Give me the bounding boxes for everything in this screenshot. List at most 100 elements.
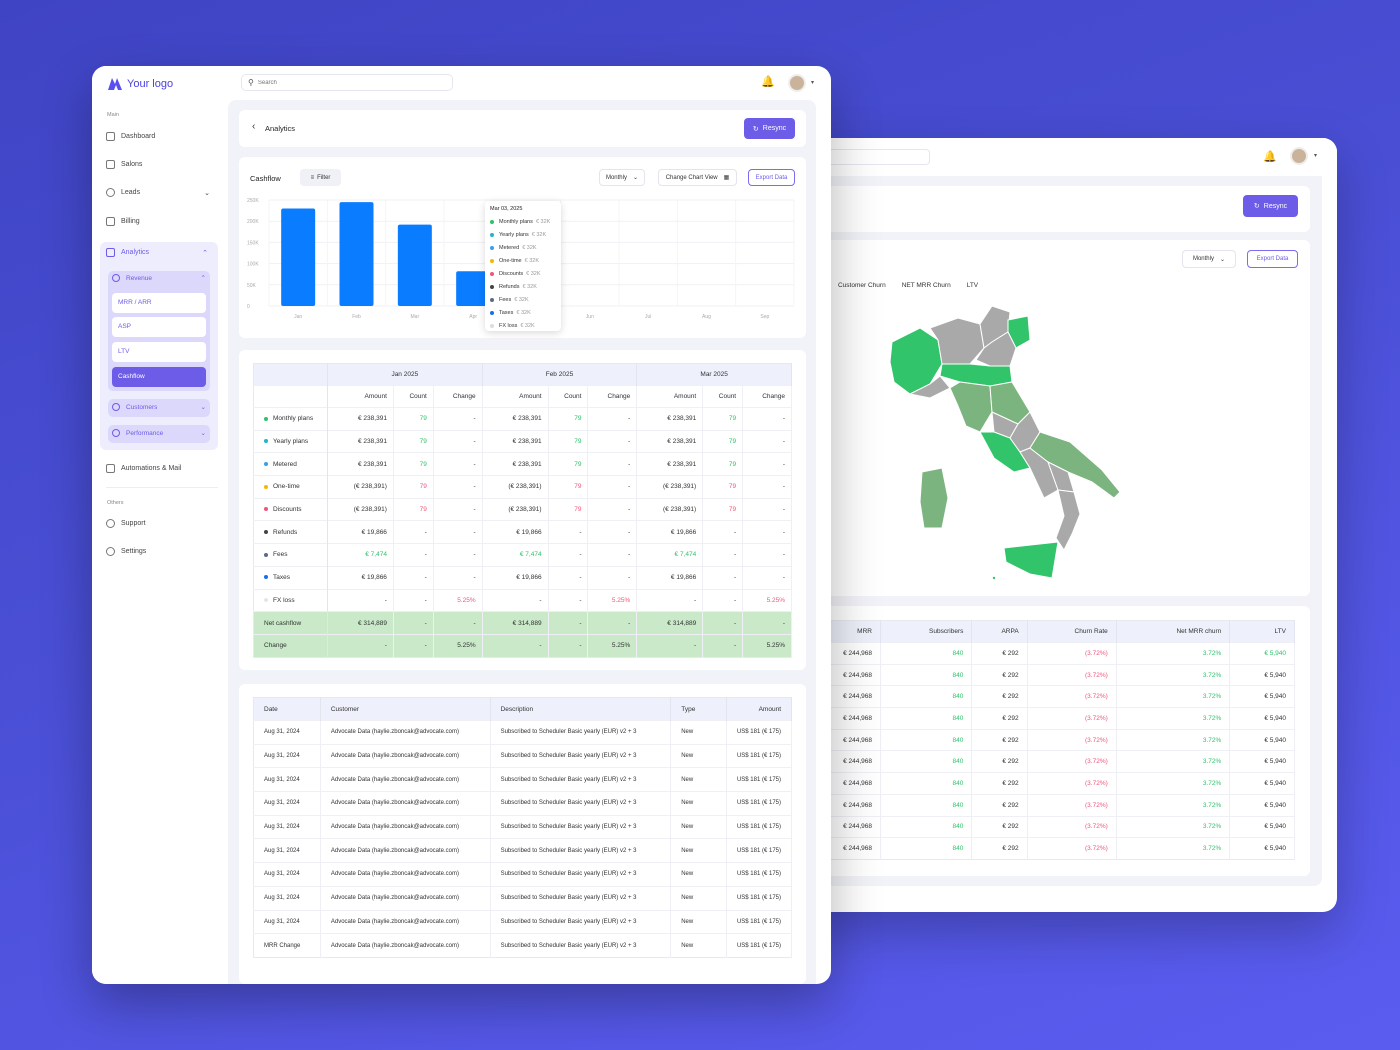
filter-button[interactable]: ≡ Filter xyxy=(300,169,341,186)
region-emilia[interactable] xyxy=(939,363,1013,387)
table-cell: New xyxy=(670,862,727,887)
table-row[interactable]: Aug 31, 2024 Advocate Data (haylie.zbonca… xyxy=(253,862,793,887)
sidebar-item-salons[interactable]: Salons xyxy=(106,160,142,169)
change-chart-view-button[interactable]: Change Chart View ▦ xyxy=(658,169,737,186)
sidebar-item-support[interactable]: Support xyxy=(106,519,146,528)
sidebar-item-revenue[interactable]: Revenue ⌃ xyxy=(112,274,206,282)
region-puglia[interactable] xyxy=(1029,431,1121,499)
table-row[interactable]: Aug 31, 2024 Advocate Data (haylie.zbonca… xyxy=(253,910,793,934)
sidebar-subitem-ltv[interactable]: LTV xyxy=(112,342,206,362)
region-friuli[interactable] xyxy=(1007,315,1031,349)
sidebar-item-leads[interactable]: Leads ⌄ xyxy=(106,188,210,197)
table-cell: New xyxy=(670,744,727,768)
region-calabria[interactable] xyxy=(1055,489,1081,551)
sidebar-item-customers[interactable]: Customers ⌄ xyxy=(112,403,206,411)
resync-label: Resync xyxy=(762,125,787,132)
bell-icon[interactable]: 🔔 xyxy=(761,76,775,88)
table-cell: Aug 31, 2024 xyxy=(253,767,321,792)
avatar[interactable] xyxy=(1290,147,1308,165)
region-lombardia[interactable] xyxy=(929,317,985,365)
table-cell: € 19,866 xyxy=(327,566,394,589)
table-row[interactable]: € 244,968 840 € 292 (3.72%) 3.72% € 5,940 xyxy=(800,729,1295,751)
sidebar-item-billing[interactable]: Billing xyxy=(106,217,140,226)
table-row[interactable]: € 244,968 840 € 292 (3.72%) 3.72% € 5,940 xyxy=(800,685,1295,708)
legend-dot xyxy=(264,507,268,512)
table-row[interactable]: € 244,968 840 € 292 (3.72%) 3.72% € 5,940 xyxy=(800,707,1295,730)
table-row[interactable]: € 244,968 840 € 292 (3.72%) 3.72% € 5,940 xyxy=(800,772,1295,795)
sidebar-item-performance[interactable]: Performance ⌄ xyxy=(112,429,206,437)
table-row[interactable]: Fees € 7,474- - € 7,474- - € 7,474- - xyxy=(253,543,792,567)
tab-ltv[interactable]: LTV xyxy=(966,282,979,289)
region-liguria[interactable] xyxy=(908,375,951,399)
bar[interactable] xyxy=(397,224,432,306)
table-row[interactable]: € 244,968 840 € 292 (3.72%) 3.72% € 5,940 xyxy=(800,664,1295,686)
sidebar-subitem-asp[interactable]: ASP xyxy=(112,317,206,337)
refresh-icon: ↻ xyxy=(752,125,759,133)
sidebar-item-settings[interactable]: Settings xyxy=(106,547,146,556)
sidebar-item-dashboard[interactable]: Dashboard xyxy=(106,132,155,141)
table-row[interactable]: MRR Change Advocate Data (haylie.zboncak@… xyxy=(253,933,793,958)
table-row[interactable]: Aug 31, 2024 Advocate Data (haylie.zbonca… xyxy=(253,791,793,816)
bar[interactable] xyxy=(339,202,374,306)
cashflow-table-card: Jan 2025 Feb 2025 Mar 2025 Amount Count Chang… xyxy=(239,350,806,670)
bell-icon[interactable]: 🔔 xyxy=(1263,151,1277,163)
sidebar-subitem-cashflow[interactable]: Cashflow xyxy=(112,367,206,387)
table-row[interactable]: € 244,968 840 € 292 (3.72%) 3.72% € 5,940 xyxy=(800,642,1295,665)
table-cell: € 314,889 xyxy=(327,611,394,635)
table-row[interactable]: Aug 31, 2024 Advocate Data (haylie.zbonca… xyxy=(253,838,793,863)
table-row[interactable]: € 244,968 840 € 292 (3.72%) 3.72% € 5,940 xyxy=(800,837,1295,860)
back-arrow-icon[interactable]: ‹ xyxy=(252,121,256,132)
resync-button[interactable]: ↻ Resync xyxy=(744,118,795,139)
table-cell: € 19,866 xyxy=(482,566,549,589)
table-row[interactable]: Monthly plans € 238,391 79- € 238,391 79- € 2… xyxy=(253,407,792,431)
table-row[interactable]: Aug 31, 2024 Advocate Data (haylie.zbonca… xyxy=(253,815,793,839)
region-veneto[interactable] xyxy=(975,331,1017,367)
search-box[interactable]: ⚲ xyxy=(241,74,453,91)
table-row[interactable]: Yearly plans € 238,391 79- € 238,391 79- € 23… xyxy=(253,430,792,453)
sidebar-subitem-mrr-arr[interactable]: MRR / ARR xyxy=(112,293,206,313)
table-row[interactable]: Aug 31, 2024 Advocate Data (haylie.zbonca… xyxy=(253,886,793,910)
logo[interactable]: Your logo xyxy=(107,77,173,91)
search-input[interactable] xyxy=(257,79,438,86)
subheader-cell: Count xyxy=(548,385,589,408)
table-row[interactable]: FX loss - -5.25% - -5.25% - -5.25% xyxy=(253,589,792,612)
avatar[interactable] xyxy=(788,74,806,92)
table-row[interactable]: € 244,968 840 € 292 (3.72%) 3.72% € 5,940 xyxy=(800,794,1295,816)
table-row[interactable]: Taxes € 19,866- - € 19,866- - € 19,866- - xyxy=(253,566,792,589)
table-row[interactable]: Discounts (€ 238,391) 79- (€ 238,391) 79- (€ … xyxy=(253,498,792,521)
bar[interactable] xyxy=(456,271,491,306)
table-cell: Advocate Data (haylie.zboncak@advocate.c… xyxy=(320,838,491,863)
table-row[interactable]: Change - -5.25% - -5.25% - -5.25% xyxy=(253,634,792,658)
chevron-down-icon[interactable]: ▾ xyxy=(811,80,815,86)
table-cell: 79 xyxy=(702,452,744,476)
back-search-input[interactable] xyxy=(820,149,930,165)
bar[interactable] xyxy=(281,208,316,306)
period-select[interactable]: Monthly ⌄ xyxy=(599,169,645,186)
tab-customer-churn[interactable]: Customer Churn xyxy=(838,282,886,289)
export-data-button[interactable]: Export Data xyxy=(1247,250,1298,268)
table-row[interactable]: Aug 31, 2024 Advocate Data (haylie.zbonca… xyxy=(253,767,793,792)
chevron-down-icon[interactable]: ▾ xyxy=(1314,153,1318,159)
row-label: Taxes xyxy=(273,574,290,582)
table-row[interactable]: Refunds € 19,866- - € 19,866- - € 19,866- - xyxy=(253,520,792,544)
resync-button[interactable]: ↻ Resync xyxy=(1243,195,1298,217)
sidebar-item-analytics[interactable]: Analytics ⌃ xyxy=(106,248,208,257)
sidebar-item-automations[interactable]: Automations & Mail xyxy=(106,464,181,473)
table-row[interactable]: Metered € 238,391 79- € 238,391 79- € 238,391… xyxy=(253,452,792,476)
table-cell: 5.25% xyxy=(587,634,638,658)
table-row[interactable]: Aug 31, 2024 Advocate Data (haylie.zbonca… xyxy=(253,744,793,768)
table-row[interactable]: Aug 31, 2024 Advocate Data (haylie.zbonca… xyxy=(253,720,793,745)
table-row[interactable]: € 244,968 840 € 292 (3.72%) 3.72% € 5,940 xyxy=(800,750,1295,773)
region-sicilia[interactable] xyxy=(1003,541,1059,579)
tab-net-mrr-churn[interactable]: NET MRR Churn xyxy=(901,282,951,289)
change-view-label: Change Chart View xyxy=(665,174,718,181)
table-row[interactable]: € 244,968 840 € 292 (3.72%) 3.72% € 5,940 xyxy=(800,816,1295,838)
period-select[interactable]: Monthly ⌄ xyxy=(1182,250,1236,268)
table-row[interactable]: One-time (€ 238,391) 79- (€ 238,391) 79- (€ 2… xyxy=(253,475,792,499)
export-data-button[interactable]: Export Data xyxy=(748,169,795,186)
table-row[interactable]: Net cashflow € 314,889- - € 314,889- - € 314,… xyxy=(253,611,792,635)
legend-dot xyxy=(490,297,494,302)
region-sardegna[interactable] xyxy=(919,467,949,529)
row-label-cell: Taxes xyxy=(253,566,328,589)
region-toscana[interactable] xyxy=(949,381,993,433)
